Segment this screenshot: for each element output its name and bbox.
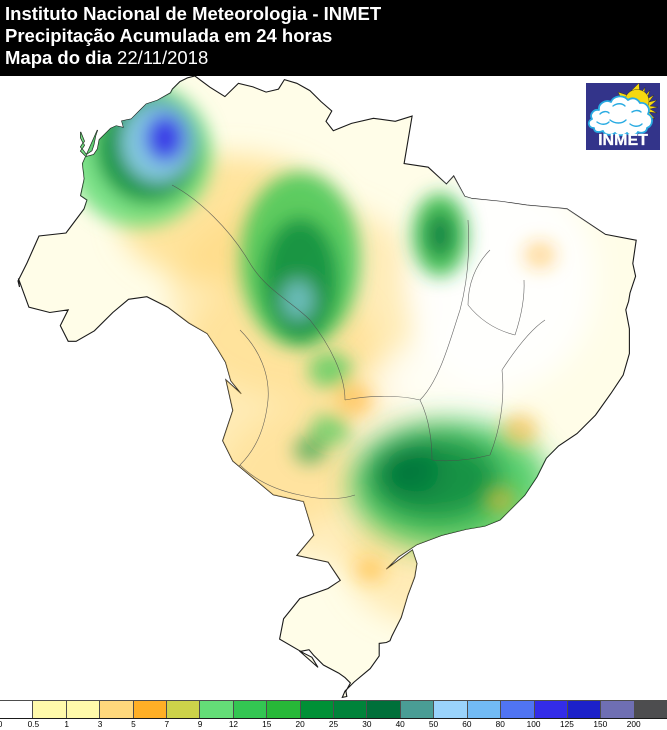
svg-text:INMET: INMET (598, 132, 648, 149)
